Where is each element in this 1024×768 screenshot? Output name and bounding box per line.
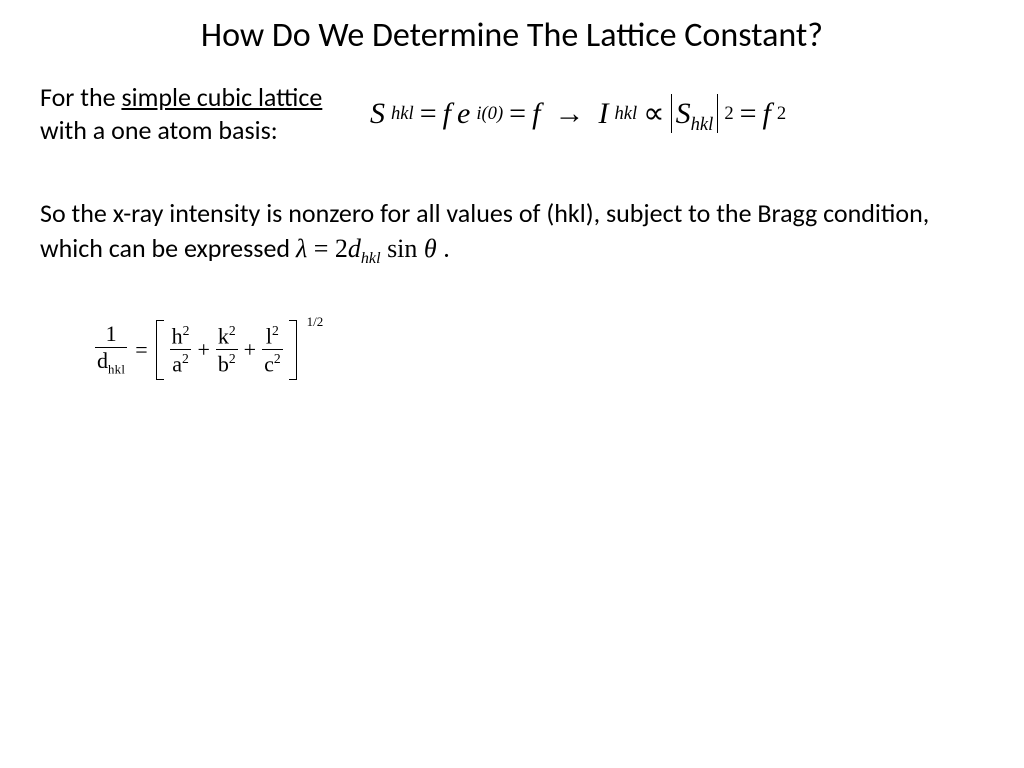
abs-value: Shkl [671, 94, 719, 133]
sym-S-2: S [676, 97, 691, 130]
intro-suffix: with a one atom basis: [40, 114, 278, 146]
sym-theta: θ [424, 234, 437, 263]
sym-f-2: f [532, 97, 540, 131]
sym-a: a [172, 352, 182, 377]
sym-d-3: d [97, 348, 108, 373]
sym-d: d [348, 234, 361, 263]
slide-title: How Do We Determine The Lattice Constant… [40, 15, 984, 56]
op-eq-1: = [420, 97, 437, 131]
den-c: c2 [262, 349, 283, 375]
op-plus-2: + [238, 337, 262, 363]
bragg-formula: λ = 2dhkl sin θ [296, 234, 443, 263]
exp-half: 1/2 [307, 314, 324, 330]
para2-text: So the x-ray intensity is nonzero for al… [40, 197, 929, 264]
sin-text: sin [381, 234, 424, 263]
sub-hkl-1: hkl [391, 103, 414, 125]
bragg-paragraph: So the x-ray intensity is nonzero for al… [40, 196, 984, 270]
structure-factor-formula: Shkl = f ei(0) = f → Ihkl ∝ Shkl2 = f 2 [370, 94, 786, 133]
frac-l-c: l2 c2 [262, 324, 283, 376]
sup-sq-1: 2 [724, 103, 733, 125]
sym-S: S [370, 97, 385, 131]
intro-prefix: For the [40, 81, 121, 113]
bracket-group: h2 a2 + k2 b2 + l2 c2 [156, 320, 297, 380]
sub-hkl-3: hkl [691, 114, 714, 135]
sym-f-1: f [443, 97, 451, 131]
sym-e: e [457, 97, 470, 131]
frac-h-a: h2 a2 [170, 324, 192, 376]
sq-c: 2 [274, 351, 281, 366]
arrow-icon: → [546, 97, 592, 131]
op-eq-3: = [740, 97, 757, 131]
sq-l: 2 [272, 323, 279, 338]
sym-k: k [218, 323, 229, 348]
num-1: 1 [104, 323, 119, 347]
den-dhkl: dhkl [95, 347, 127, 376]
sym-b: b [218, 352, 229, 377]
op-eq-bragg: = 2 [307, 234, 348, 263]
para2-period: . [443, 232, 450, 264]
den-b: b2 [216, 349, 238, 375]
bracket-right-icon [289, 320, 297, 380]
op-propto: ∝ [643, 96, 664, 131]
sym-c: c [264, 352, 274, 377]
sub-hkl-4: hkl [108, 363, 125, 377]
sym-f-3: f [763, 97, 771, 131]
sym-lambda: λ [296, 234, 307, 263]
frac-k-b: k2 b2 [216, 324, 238, 376]
sq-k: 2 [229, 323, 236, 338]
sup-i0: i(0) [476, 103, 503, 125]
den-a: a2 [170, 349, 191, 375]
sq-h: 2 [183, 323, 190, 338]
num-k: k2 [216, 324, 238, 349]
bracket-left-icon [156, 320, 164, 380]
d-spacing-formula: 1 dhkl = h2 a2 + k2 b2 + l2 c2 1/2 [95, 320, 984, 380]
sub-hkl-bragg: hkl [361, 250, 381, 267]
num-h: h2 [170, 324, 192, 349]
sq-b: 2 [229, 351, 236, 366]
row-intro-formula: For the simple cubic lattice with a one … [40, 81, 984, 146]
sym-I: I [598, 97, 608, 131]
frac-1-over-d: 1 dhkl [95, 323, 127, 376]
op-eq-4: = [135, 337, 147, 363]
sq-a: 2 [182, 351, 189, 366]
intro-text: For the simple cubic lattice with a one … [40, 81, 340, 146]
op-eq-2: = [509, 97, 526, 131]
sub-hkl-2: hkl [614, 103, 637, 125]
sup-sq-2: 2 [777, 103, 786, 125]
intro-underlined: simple cubic lattice [121, 81, 322, 113]
op-plus-1: + [191, 337, 215, 363]
sym-h: h [172, 323, 183, 348]
num-l: l2 [264, 324, 281, 349]
